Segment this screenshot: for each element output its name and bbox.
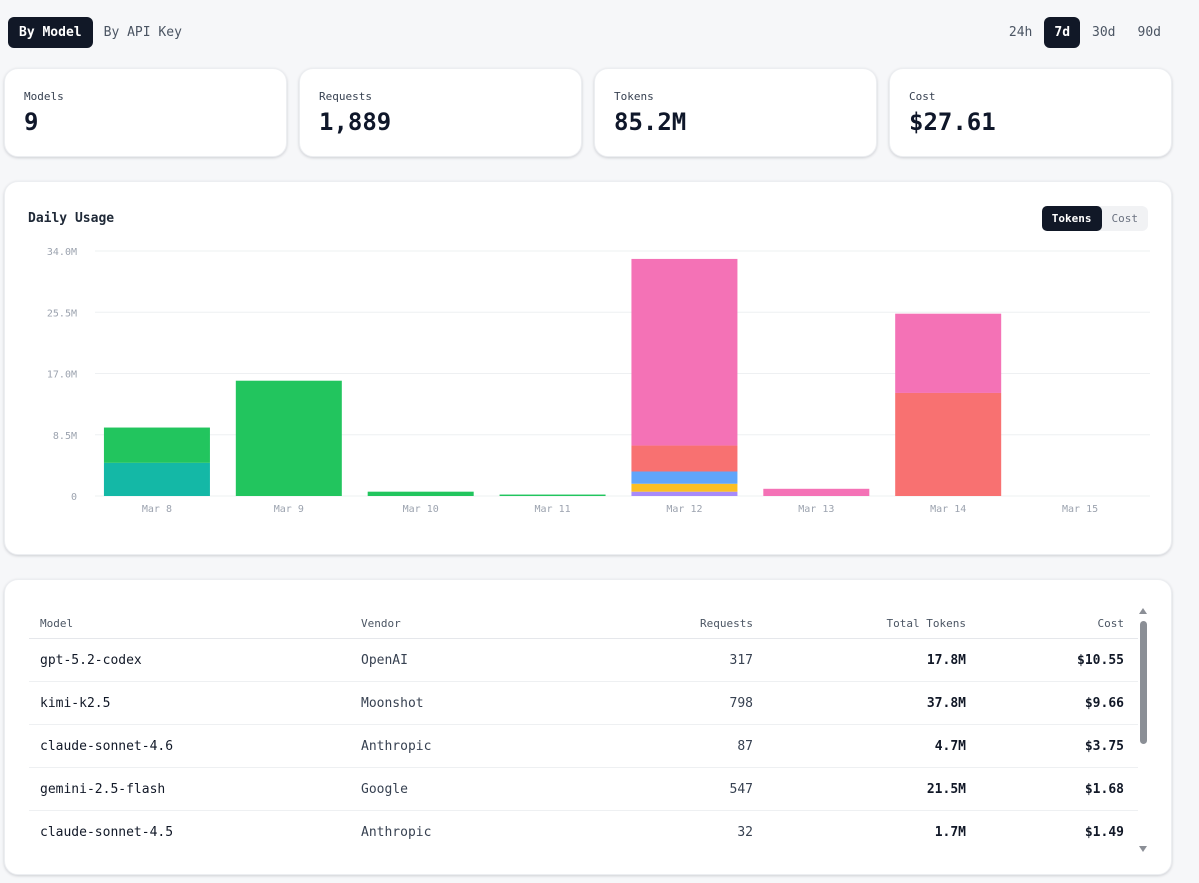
table-row[interactable]: gemini-2.5-flash Google 547 21.5M $1.68 bbox=[29, 768, 1138, 811]
range-30d-button[interactable]: 30d bbox=[1092, 25, 1116, 40]
cell-tokens: 37.8M bbox=[926, 695, 966, 711]
range-7d-button[interactable]: 7d bbox=[1044, 17, 1081, 48]
tab-by-api-key[interactable]: By API Key bbox=[103, 25, 182, 40]
cell-requests: 87 bbox=[737, 738, 753, 754]
table-header: Model Vendor Requests Total Tokens Cost bbox=[29, 608, 1138, 639]
header-vendor[interactable]: Vendor bbox=[361, 616, 401, 630]
top-bar: By Model By API Key 24h 7d 30d 90d bbox=[8, 17, 1171, 48]
stat-card-requests: Requests 1,889 bbox=[299, 68, 582, 157]
stat-value: 9 bbox=[24, 108, 39, 136]
scrollbar-thumb[interactable] bbox=[1140, 621, 1147, 744]
stat-value: 85.2M bbox=[614, 108, 687, 136]
x-tick-label: Mar 9 bbox=[274, 504, 304, 515]
cell-vendor: Google bbox=[361, 781, 408, 797]
cell-requests: 547 bbox=[729, 781, 753, 797]
cell-requests: 798 bbox=[729, 695, 753, 711]
cell-vendor: Moonshot bbox=[361, 695, 424, 711]
x-tick-label: Mar 11 bbox=[535, 504, 571, 515]
cell-requests: 32 bbox=[737, 825, 753, 840]
bar-segment bbox=[235, 380, 342, 496]
y-tick-label: 25.5M bbox=[47, 308, 77, 319]
cell-tokens: 4.7M bbox=[934, 738, 966, 754]
bar-segment bbox=[631, 258, 738, 446]
model-usage-table: Model Vendor Requests Total Tokens Cost … bbox=[4, 579, 1172, 875]
x-tick-label: Mar 14 bbox=[930, 504, 966, 515]
table-scrollbar[interactable] bbox=[1137, 607, 1149, 852]
bar-segment bbox=[895, 392, 1002, 496]
cell-requests: 317 bbox=[729, 652, 753, 668]
cell-tokens: 21.5M bbox=[926, 781, 966, 797]
bar-segment bbox=[763, 488, 870, 496]
header-requests[interactable]: Requests bbox=[700, 616, 753, 630]
view-tabs: By Model By API Key bbox=[8, 17, 193, 48]
cell-model: kimi-k2.5 bbox=[40, 695, 111, 711]
cell-vendor: OpenAI bbox=[361, 652, 408, 668]
bar-segment bbox=[631, 483, 738, 492]
cell-tokens: 1.7M bbox=[934, 825, 966, 840]
bar-segment bbox=[367, 491, 474, 496]
header-model[interactable]: Model bbox=[40, 616, 74, 630]
table-row[interactable]: gpt-5.2-codex OpenAI 317 17.8M $10.55 bbox=[29, 639, 1138, 682]
toggle-cost-button[interactable]: Cost bbox=[1111, 212, 1139, 225]
stat-card-tokens: Tokens 85.2M bbox=[594, 68, 877, 157]
range-24h-button[interactable]: 24h bbox=[1008, 25, 1033, 40]
x-tick-label: Mar 13 bbox=[798, 504, 834, 515]
cell-cost: $3.75 bbox=[1084, 738, 1124, 754]
stat-label: Cost bbox=[909, 90, 936, 103]
table-row[interactable]: kimi-k2.5 Moonshot 798 37.8M $9.66 bbox=[29, 682, 1138, 725]
cell-model: claude-sonnet-4.6 bbox=[40, 738, 174, 754]
y-tick-label: 0 bbox=[71, 492, 77, 503]
cell-model: gpt-5.2-codex bbox=[40, 652, 142, 668]
scroll-down-arrow-icon[interactable] bbox=[1139, 846, 1147, 852]
stat-label: Models bbox=[24, 90, 64, 103]
cell-vendor: Anthropic bbox=[361, 825, 432, 840]
table-row[interactable]: claude-sonnet-4.6 Anthropic 87 4.7M $3.7… bbox=[29, 725, 1138, 768]
cell-tokens: 17.8M bbox=[926, 652, 966, 668]
bar-segment bbox=[631, 445, 738, 472]
header-cost[interactable]: Cost bbox=[1097, 616, 1125, 630]
y-tick-label: 8.5M bbox=[53, 431, 77, 442]
stat-label: Requests bbox=[319, 90, 372, 103]
x-tick-label: Mar 12 bbox=[666, 504, 702, 515]
bar-segment bbox=[103, 462, 210, 496]
x-tick-label: Mar 15 bbox=[1062, 504, 1098, 515]
table-row[interactable]: claude-sonnet-4.5 Anthropic 32 1.7M $1.4… bbox=[29, 811, 1138, 854]
chart-title: Daily Usage bbox=[28, 211, 115, 226]
cell-cost: $1.49 bbox=[1084, 825, 1124, 840]
metric-toggle: Tokens Cost bbox=[1041, 206, 1148, 231]
bar-segment bbox=[631, 471, 738, 484]
cell-vendor: Anthropic bbox=[361, 738, 432, 754]
cell-model: claude-sonnet-4.5 bbox=[40, 825, 174, 840]
x-tick-label: Mar 8 bbox=[142, 504, 172, 515]
daily-usage-card: 0 8.5M 17.0M 25.5M 34.0M Mar 8 Mar 9 Mar 10 Mar … bbox=[4, 181, 1172, 555]
bar-segment bbox=[499, 494, 606, 496]
range-90d-button[interactable]: 90d bbox=[1137, 25, 1161, 40]
tab-by-model[interactable]: By Model bbox=[8, 17, 93, 48]
daily-usage-chart: 0 8.5M 17.0M 25.5M 34.0M Mar 8 Mar 9 Mar 10 Mar … bbox=[47, 247, 1150, 515]
bar-segment bbox=[103, 427, 210, 463]
range-tabs: 24h 7d 30d 90d bbox=[997, 17, 1171, 48]
x-tick-label: Mar 10 bbox=[403, 504, 439, 515]
stat-label: Tokens bbox=[614, 90, 654, 103]
cell-cost: $9.66 bbox=[1084, 695, 1124, 711]
y-tick-label: 34.0M bbox=[47, 247, 77, 258]
bar-segment bbox=[631, 491, 738, 496]
bar-segment bbox=[895, 313, 1002, 393]
scroll-up-arrow-icon[interactable] bbox=[1139, 608, 1147, 614]
stat-card-models: Models 9 bbox=[4, 68, 287, 157]
y-tick-label: 17.0M bbox=[47, 370, 77, 381]
header-total-tokens[interactable]: Total Tokens bbox=[886, 616, 966, 630]
cell-cost: $1.68 bbox=[1084, 781, 1124, 797]
toggle-tokens-button[interactable]: Tokens bbox=[1041, 206, 1102, 231]
cell-model: gemini-2.5-flash bbox=[40, 781, 166, 797]
cell-cost: $10.55 bbox=[1077, 652, 1124, 668]
stat-value: $27.61 bbox=[909, 108, 996, 136]
stat-value: 1,889 bbox=[319, 108, 392, 136]
stat-card-cost: Cost $27.61 bbox=[889, 68, 1172, 157]
